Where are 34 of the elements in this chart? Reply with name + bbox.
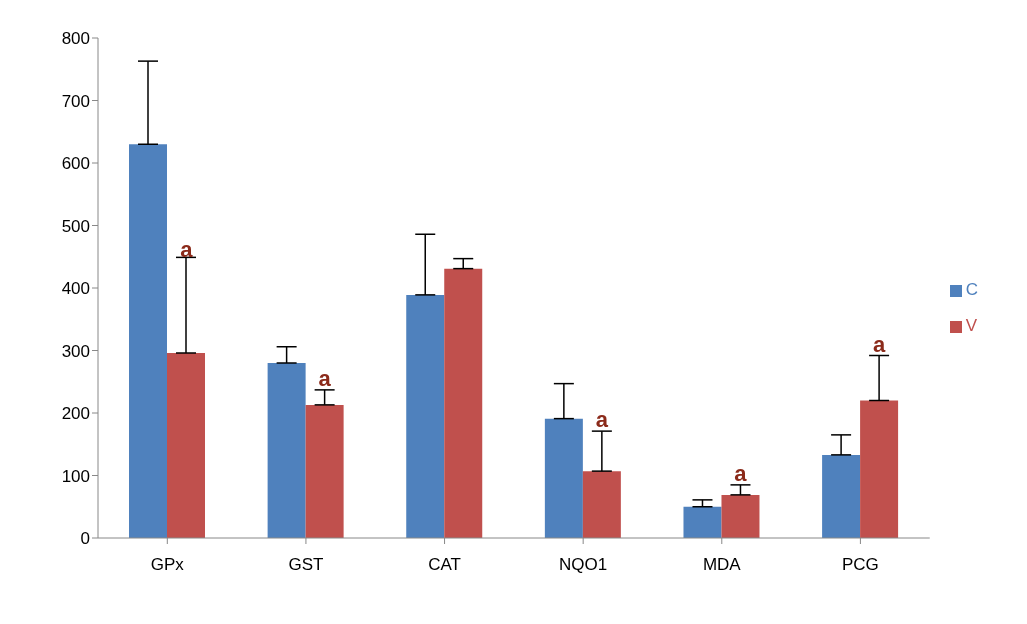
- y-tick-label: 0: [80, 529, 90, 549]
- y-tick-label: 300: [61, 341, 90, 361]
- bar: [129, 144, 167, 538]
- data-label: a: [318, 365, 332, 391]
- bar: [267, 363, 306, 538]
- bar: [822, 454, 861, 538]
- x-tick-label: NQO1: [559, 555, 608, 575]
- y-tick-label: 200: [61, 404, 90, 424]
- y-tick-label: 100: [61, 466, 90, 486]
- legend-label: C: [965, 280, 978, 299]
- bar: [683, 506, 722, 538]
- x-tick-label: MDA: [702, 555, 742, 575]
- bar: [444, 268, 483, 538]
- bar: [721, 494, 760, 538]
- bar: [406, 294, 445, 538]
- y-tick-label: 500: [61, 216, 90, 236]
- data-label: a: [734, 460, 748, 486]
- bar: [860, 400, 899, 538]
- x-tick-label: PCG: [841, 555, 879, 575]
- legend-label: V: [965, 316, 978, 335]
- y-tick-label: 600: [61, 154, 90, 174]
- annotation: a: [180, 237, 194, 263]
- bar: [544, 418, 583, 538]
- bar: [582, 471, 621, 538]
- data-label: a: [595, 407, 609, 433]
- bar: [167, 353, 205, 538]
- x-tick-label: CAT: [428, 555, 461, 575]
- bar: [305, 404, 344, 538]
- y-tick-label: 400: [61, 279, 90, 299]
- x-tick-label: GPx: [150, 555, 185, 575]
- data-label: a: [872, 331, 886, 357]
- x-tick-label: GST: [288, 555, 324, 575]
- y-tick-label: 800: [61, 29, 90, 49]
- y-tick-label: 700: [61, 91, 90, 111]
